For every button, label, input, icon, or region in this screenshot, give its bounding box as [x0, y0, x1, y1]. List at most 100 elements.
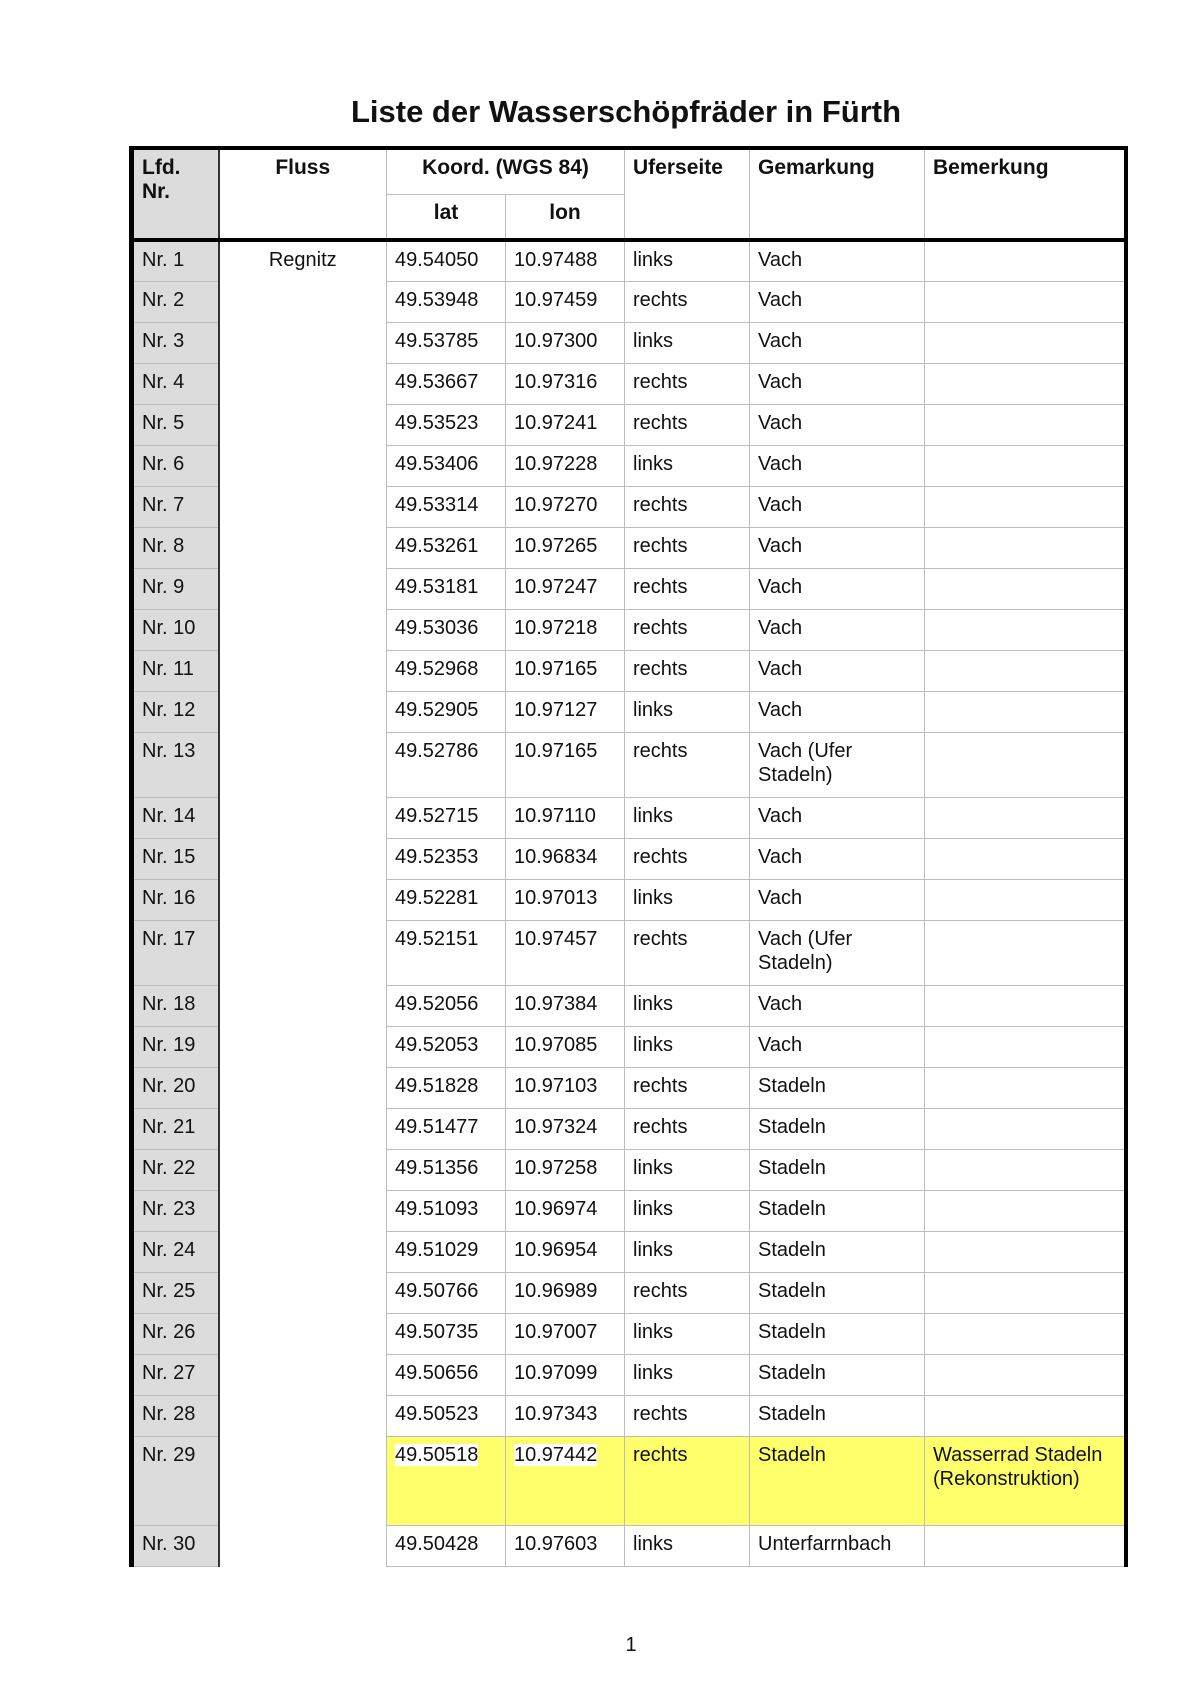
header-bemerkung: Bemerkung — [924, 146, 1128, 242]
cell-gemarkung: Stadeln — [749, 1353, 925, 1396]
cell-uferseite-text: rechts — [633, 657, 688, 680]
cell-uferseite-text: rechts — [633, 575, 688, 598]
cell-lfd-nr-text: Nr. 25 — [142, 1279, 196, 1302]
cell-gemarkung: Stadeln — [749, 1312, 925, 1355]
cell-gemarkung-text: Vach — [758, 1033, 803, 1056]
cell-lfd-nr: Nr. 29 — [129, 1435, 220, 1526]
cell-uferseite: rechts — [624, 837, 750, 880]
cell-lon-text: 10.97103 — [514, 1074, 598, 1097]
cell-lfd-nr-text: Nr. 19 — [142, 1033, 196, 1056]
cell-lat-text: 49.53036 — [395, 616, 479, 639]
cell-uferseite-text: links — [633, 1156, 674, 1179]
cell-lat-text: 49.51029 — [395, 1238, 479, 1261]
cell-lat: 49.50518 — [386, 1435, 506, 1526]
cell-lon-text: 10.97343 — [514, 1402, 598, 1425]
cell-lon: 10.97218 — [505, 608, 625, 651]
cell-uferseite: rechts — [624, 649, 750, 692]
cell-uferseite-text: rechts — [633, 1279, 688, 1302]
table-row: Nr. 9 49.53181 10.97247 rechts Vach — [129, 567, 1128, 610]
cell-lfd-nr: Nr. 8 — [129, 526, 220, 569]
cell-lon: 10.97457 — [505, 919, 625, 986]
cell-uferseite: links — [624, 239, 750, 282]
cell-bemerkung — [924, 608, 1128, 651]
cell-lon-text: 10.97265 — [514, 534, 598, 557]
cell-lon: 10.97085 — [505, 1025, 625, 1068]
cell-lat: 49.53036 — [386, 608, 506, 651]
cell-lfd-nr-text: Nr. 22 — [142, 1156, 196, 1179]
cell-lfd-nr: Nr. 12 — [129, 690, 220, 733]
cell-lat-text: 49.52053 — [395, 1033, 479, 1056]
cell-lat-text: 49.50428 — [395, 1532, 479, 1555]
cell-lon-text: 10.96989 — [514, 1279, 598, 1302]
cell-gemarkung-text: Vach — [758, 845, 803, 868]
cell-lon: 10.97343 — [505, 1394, 625, 1437]
cell-lon-text: 10.96974 — [514, 1197, 598, 1220]
cell-gemarkung: Vach — [749, 984, 925, 1027]
cell-gemarkung-text: Vach — [758, 493, 803, 516]
cell-lon-text: 10.97459 — [514, 288, 598, 311]
cell-gemarkung: Vach — [749, 362, 925, 405]
cell-gemarkung: Vach — [749, 485, 925, 528]
cell-lfd-nr-text: Nr. 5 — [142, 411, 185, 434]
cell-bemerkung — [924, 649, 1128, 692]
cell-lat-text: 49.53667 — [395, 370, 479, 393]
cell-gemarkung-text: Stadeln — [758, 1156, 826, 1179]
cell-lat-text: 49.50518 — [395, 1443, 479, 1466]
cell-bemerkung — [924, 1230, 1128, 1273]
cell-lon: 10.96974 — [505, 1189, 625, 1232]
cell-gemarkung-text: Vach — [758, 657, 803, 680]
cell-lat-text: 49.54050 — [395, 249, 479, 271]
cell-lon: 10.97110 — [505, 796, 625, 839]
cell-gemarkung-text: Vach — [758, 534, 803, 557]
cell-bemerkung — [924, 919, 1128, 986]
cell-lon: 10.97013 — [505, 878, 625, 921]
cell-gemarkung-text: Stadeln — [758, 1074, 826, 1097]
table-row: Nr. 22 49.51356 10.97258 links Stadeln — [129, 1148, 1128, 1191]
cell-lon-text: 10.97258 — [514, 1156, 598, 1179]
cell-uferseite-text: rechts — [633, 616, 688, 639]
cell-lfd-nr: Nr. 18 — [129, 984, 220, 1027]
cell-lon: 10.97127 — [505, 690, 625, 733]
cell-lon-text: 10.96954 — [514, 1238, 598, 1261]
cell-gemarkung-text: Vach (Ufer Stadeln) — [758, 927, 853, 974]
cell-uferseite: links — [624, 1524, 750, 1567]
cell-uferseite-text: rechts — [633, 370, 688, 393]
header-fluss: Fluss — [218, 146, 387, 242]
cell-uferseite: rechts — [624, 1394, 750, 1437]
cell-uferseite-text: rechts — [633, 288, 688, 311]
cell-lat: 49.52056 — [386, 984, 506, 1027]
cell-lat: 49.51477 — [386, 1107, 506, 1150]
cell-lfd-nr-text: Nr. 20 — [142, 1074, 196, 1097]
cell-lon-text: 10.97085 — [514, 1033, 598, 1056]
cell-bemerkung — [924, 796, 1128, 839]
cell-gemarkung: Vach — [749, 649, 925, 692]
cell-lon-text: 10.97300 — [514, 329, 598, 352]
cell-uferseite-text: links — [633, 1033, 674, 1056]
cell-lon-text: 10.97099 — [514, 1361, 598, 1384]
cell-gemarkung: Vach — [749, 878, 925, 921]
cell-lat-text: 49.51477 — [395, 1115, 479, 1138]
cell-lat: 49.53523 — [386, 403, 506, 446]
cell-lfd-nr: Nr. 24 — [129, 1230, 220, 1273]
cell-bemerkung — [924, 321, 1128, 364]
cell-lon-text: 10.96834 — [514, 845, 598, 868]
cell-bemerkung — [924, 1524, 1128, 1567]
table-row: Nr. 6 49.53406 10.97228 links Vach — [129, 444, 1128, 487]
cell-lat-text: 49.53261 — [395, 534, 479, 557]
cell-lfd-nr: Nr. 15 — [129, 837, 220, 880]
cell-gemarkung: Vach — [749, 1025, 925, 1068]
cell-lon-text: 10.97007 — [514, 1320, 598, 1343]
header-uferseite: Uferseite — [624, 146, 750, 242]
cell-gemarkung-text: Vach — [758, 249, 803, 271]
cell-uferseite: rechts — [624, 919, 750, 986]
cell-gemarkung: Vach — [749, 837, 925, 880]
cell-lon-text: 10.97127 — [514, 698, 598, 721]
cell-uferseite-text: rechts — [633, 739, 688, 762]
cell-bemerkung — [924, 526, 1128, 569]
cell-lon: 10.97228 — [505, 444, 625, 487]
cell-gemarkung: Stadeln — [749, 1148, 925, 1191]
cell-lat: 49.52715 — [386, 796, 506, 839]
cell-lat: 49.50735 — [386, 1312, 506, 1355]
cell-gemarkung: Vach (Ufer Stadeln) — [749, 731, 925, 798]
cell-bemerkung — [924, 1189, 1128, 1232]
